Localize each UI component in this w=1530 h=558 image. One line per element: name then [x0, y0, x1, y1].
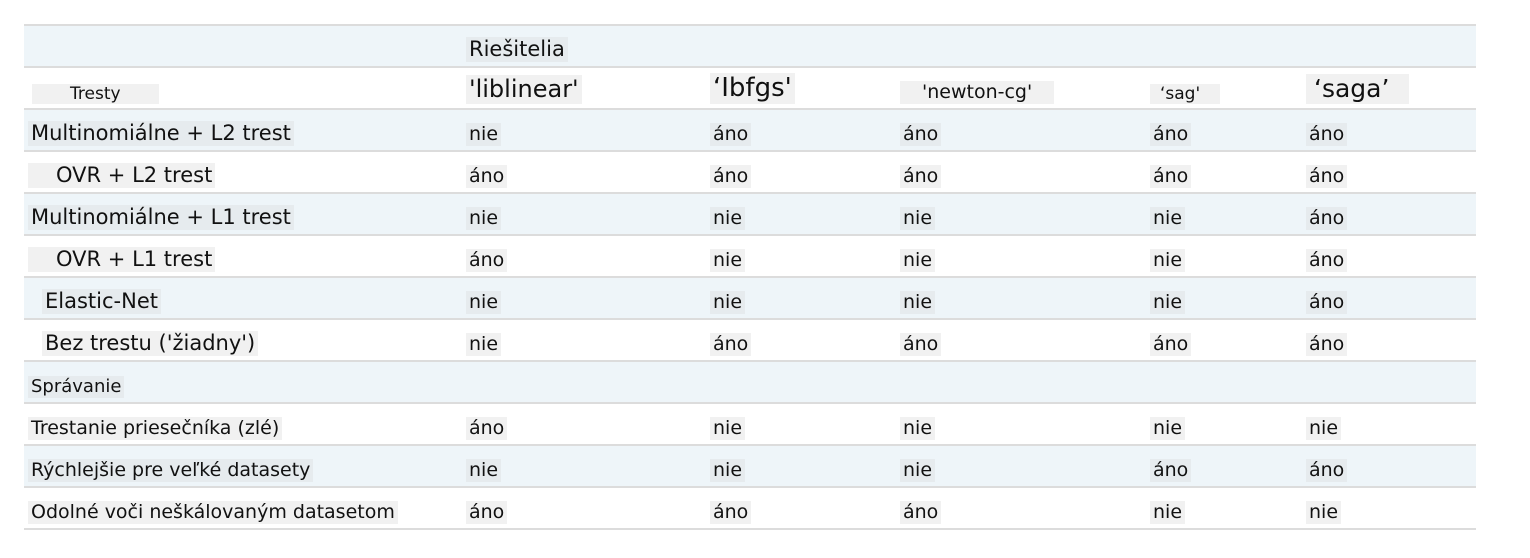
cell-lbfgs: áno [710, 123, 752, 146]
row-label: OVR + L2 trest [28, 162, 216, 188]
cell-lbfgs: áno [710, 165, 752, 188]
row-label: Bez trestu ('žiadny') [42, 330, 259, 356]
solver-header-newton-cg: 'newton-cg' [900, 81, 1055, 104]
cell-saga: áno [1306, 249, 1348, 272]
column-header-row: Tresty 'liblinear' ‘Ibfgs' 'newton-cg' ‘… [24, 66, 1476, 108]
section-label-behavior: Správanie [28, 376, 125, 398]
cell-newton-cg: áno [900, 333, 942, 356]
table-row: Trestanie priesečníka (zlé) áno nie nie … [24, 402, 1476, 444]
table-row: Správanie [24, 360, 1476, 402]
cell-saga: áno [1306, 207, 1348, 230]
table-row: OVR + L1 trest áno nie nie nie áno [24, 234, 1476, 276]
solver-comparison-table: Riešitelia Tresty 'liblinear' ‘Ibfgs' 'n… [24, 24, 1476, 530]
cell-newton-cg: nie [900, 249, 936, 272]
solver-header-sag: ‘sag' [1150, 83, 1221, 104]
table-row: OVR + L2 trest áno áno áno áno áno [24, 150, 1476, 192]
cell-liblinear: nie [466, 333, 502, 356]
table-row: Multinomiálne + L2 trest nie áno áno áno… [24, 108, 1476, 150]
cell-lbfgs: áno [710, 333, 752, 356]
cell-newton-cg: nie [900, 291, 936, 314]
cell-newton-cg: áno [900, 165, 942, 188]
solver-header-saga: ‘saga’ [1306, 74, 1410, 104]
cell-liblinear: áno [466, 249, 508, 272]
solver-header-liblinear: 'liblinear' [466, 75, 582, 104]
cell-lbfgs: nie [710, 291, 746, 314]
table-row: Odolné voči neškálovaným datasetom áno á… [24, 486, 1476, 530]
cell-lbfgs: nie [710, 459, 746, 482]
cell-liblinear: áno [466, 417, 508, 440]
cell-saga: nie [1306, 417, 1342, 440]
row-label: Odolné voči neškálovaným datasetom [28, 501, 398, 524]
cell-saga: nie [1306, 501, 1342, 524]
cell-liblinear: nie [466, 291, 502, 314]
group-header-row: Riešitelia [24, 24, 1476, 66]
table-row: Rýchlejšie pre veľké datasety nie nie ni… [24, 444, 1476, 486]
cell-liblinear: nie [466, 459, 502, 482]
table-row: Multinomiálne + L1 trest nie nie nie nie… [24, 192, 1476, 234]
row-label: Rýchlejšie pre veľké datasety [28, 459, 314, 482]
cell-liblinear: áno [466, 501, 508, 524]
row-label: Multinomiálne + L1 trest [28, 204, 294, 230]
cell-sag: áno [1150, 459, 1192, 482]
cell-newton-cg: nie [900, 459, 936, 482]
cell-saga: áno [1306, 459, 1348, 482]
cell-saga: áno [1306, 291, 1348, 314]
cell-newton-cg: nie [900, 417, 936, 440]
cell-sag: nie [1150, 291, 1186, 314]
solvers-group-label: Riešitelia [466, 36, 568, 62]
cell-lbfgs: áno [710, 501, 752, 524]
cell-sag: nie [1150, 501, 1186, 524]
row-label: Elastic-Net [42, 288, 161, 314]
cell-sag: nie [1150, 417, 1186, 440]
row-label: Trestanie priesečníka (zlé) [28, 417, 283, 440]
penalties-header: Tresty [32, 83, 159, 104]
cell-sag: áno [1150, 123, 1192, 146]
table-row: Bez trestu ('žiadny') nie áno áno áno án… [24, 318, 1476, 360]
cell-lbfgs: nie [710, 249, 746, 272]
cell-lbfgs: nie [710, 417, 746, 440]
cell-saga: áno [1306, 333, 1348, 356]
cell-newton-cg: áno [900, 501, 942, 524]
cell-sag: áno [1150, 165, 1192, 188]
solver-header-lbfgs: ‘Ibfgs' [710, 72, 795, 104]
cell-liblinear: nie [466, 123, 502, 146]
cell-liblinear: áno [466, 165, 508, 188]
cell-sag: nie [1150, 249, 1186, 272]
row-label: OVR + L1 trest [28, 246, 216, 272]
cell-newton-cg: áno [900, 123, 942, 146]
cell-lbfgs: nie [710, 207, 746, 230]
cell-newton-cg: nie [900, 207, 936, 230]
row-label: Multinomiálne + L2 trest [28, 120, 294, 146]
cell-saga: áno [1306, 165, 1348, 188]
cell-liblinear: nie [466, 207, 502, 230]
table-row: Elastic-Net nie nie nie nie áno [24, 276, 1476, 318]
cell-saga: áno [1306, 123, 1348, 146]
cell-sag: áno [1150, 333, 1192, 356]
cell-sag: nie [1150, 207, 1186, 230]
